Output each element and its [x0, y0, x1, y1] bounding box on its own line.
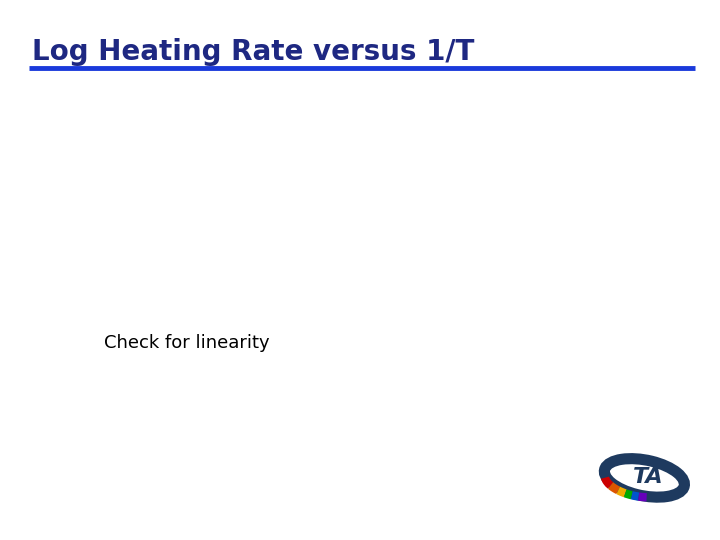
Text: Check for linearity: Check for linearity — [104, 334, 270, 352]
Text: TA: TA — [633, 467, 663, 487]
Text: Log Heating Rate versus 1/T: Log Heating Rate versus 1/T — [32, 38, 474, 66]
